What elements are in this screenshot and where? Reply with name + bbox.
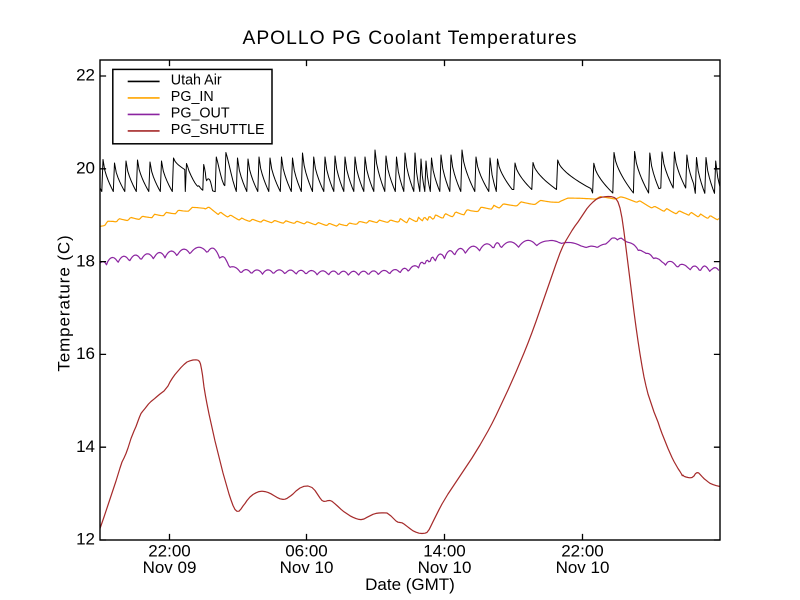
- svg-text:12: 12: [76, 530, 95, 549]
- svg-text:PG_OUT: PG_OUT: [171, 106, 230, 122]
- svg-text:PG_IN: PG_IN: [171, 89, 214, 105]
- svg-text:PG_SHUTTLE: PG_SHUTTLE: [171, 122, 265, 138]
- svg-text:16: 16: [76, 344, 95, 363]
- svg-text:Nov 10: Nov 10: [418, 558, 472, 577]
- svg-text:APOLLO PG Coolant Temperatures: APOLLO PG Coolant Temperatures: [242, 28, 577, 49]
- svg-text:Utah Air: Utah Air: [171, 73, 222, 89]
- svg-text:06:00: 06:00: [285, 542, 328, 561]
- svg-text:Date (GMT): Date (GMT): [365, 575, 455, 594]
- svg-text:22:00: 22:00: [148, 542, 191, 561]
- svg-text:20: 20: [76, 159, 95, 178]
- svg-text:Nov 10: Nov 10: [556, 558, 610, 577]
- svg-text:Nov 09: Nov 09: [143, 558, 197, 577]
- svg-text:22:00: 22:00: [561, 542, 604, 561]
- svg-text:18: 18: [76, 251, 95, 270]
- svg-text:22: 22: [76, 66, 95, 85]
- svg-text:Nov 10: Nov 10: [280, 558, 334, 577]
- svg-text:14:00: 14:00: [423, 542, 466, 561]
- svg-text:Temperature (C): Temperature (C): [55, 234, 74, 371]
- svg-text:14: 14: [76, 437, 95, 456]
